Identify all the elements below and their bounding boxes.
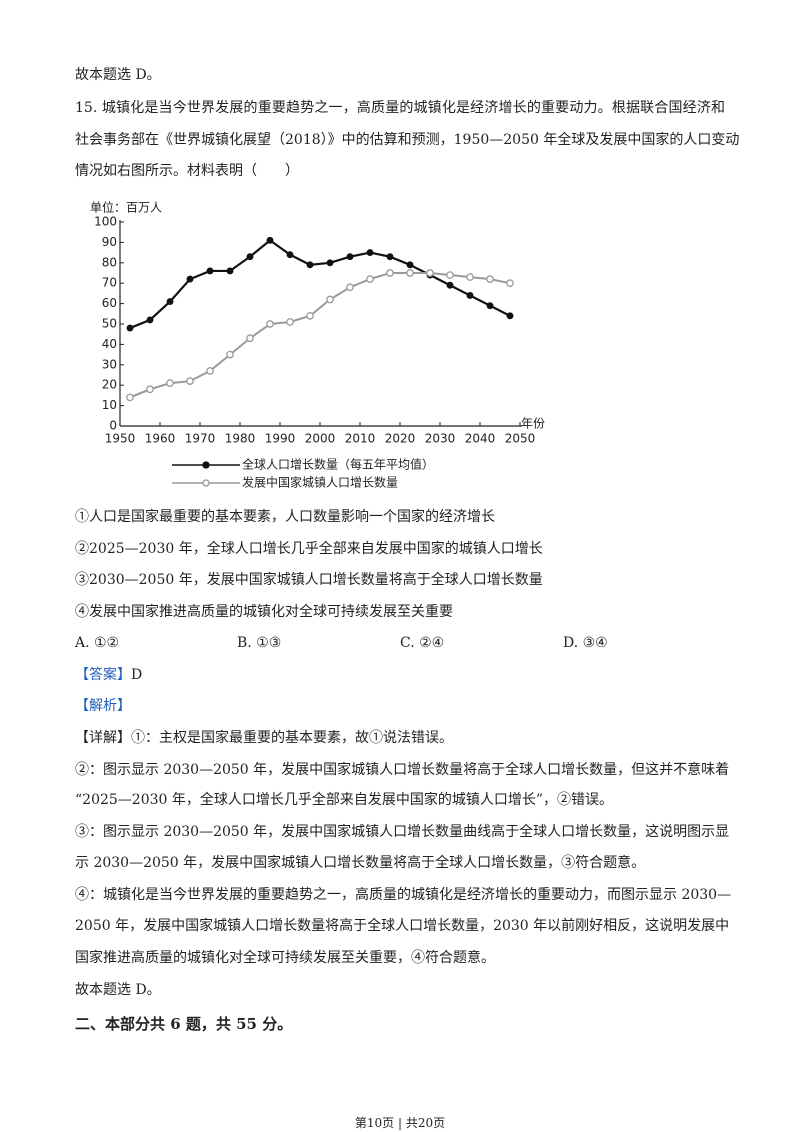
x-tick-label: 2010	[345, 432, 376, 446]
data-point	[266, 320, 274, 328]
y-tick-label: 60	[102, 296, 117, 310]
data-point	[146, 316, 154, 324]
detail-line: ③：图示显示 2030—2050 年，发展中国家城镇人口增长数量曲线高于全球人口…	[75, 824, 730, 840]
section-heading: 二、本部分共 6 题，共 55 分。	[75, 1015, 293, 1033]
data-point	[286, 318, 294, 326]
x-tick-label: 1970	[185, 432, 216, 446]
detail-line: 【详解】①：主权是国家最重要的基本要素，故①说法错误。	[75, 730, 453, 746]
data-point	[326, 295, 334, 304]
series-line	[129, 238, 511, 330]
legend-label: 全球人口增长数量（每五年平均值）	[242, 457, 434, 472]
answer-row: 【答案】D	[75, 666, 142, 684]
statement: ②2025—2030 年，全球人口增长几乎全部来自发展中国家的城镇人口增长	[75, 541, 543, 557]
x-tick-label: 1960	[145, 432, 176, 446]
choice: D. ③④	[563, 635, 608, 651]
choice: A. ①②	[75, 635, 120, 651]
y-tick-label: 20	[102, 378, 117, 392]
y-tick-label: 90	[102, 235, 117, 249]
y-tick-label: 40	[102, 337, 117, 351]
data-point	[346, 253, 354, 261]
detail-line: ②：图示显示 2030—2050 年，发展中国家城镇人口增长数量将高于全球人口增…	[75, 762, 730, 778]
data-point	[326, 259, 334, 267]
data-point	[246, 253, 254, 261]
detail-line: ④：城镇化是当今世界发展的重要趋势之一，高质量的城镇化是经济增长的重要动力，而图…	[75, 887, 732, 903]
data-point	[446, 281, 454, 289]
x-tick-label: 2050	[505, 432, 536, 446]
x-tick-label: 2000	[305, 432, 336, 446]
y-tick-label: 10	[102, 398, 117, 412]
statement: ①人口是国家最重要的基本要素，人口数量影响一个国家的经济增长	[75, 509, 495, 525]
answer: D	[131, 667, 143, 683]
data-point	[446, 271, 454, 279]
data-point	[146, 385, 154, 394]
data-point	[166, 379, 174, 388]
data-point	[486, 302, 494, 310]
question-line: 情况如右图所示。材料表明（ ）	[75, 163, 299, 179]
question-line: 社会事务部在《世界城镇化展望（2018）》中的估算和预测，1950—2050 年…	[75, 132, 740, 148]
data-point	[506, 312, 514, 320]
data-point	[206, 367, 214, 375]
y-tick-label: 70	[102, 276, 117, 290]
answer-label: 【答案】	[75, 667, 131, 683]
detail-line: “2025—2030 年，全球人口增长几乎全部来自发展中国家的城镇人口增长”，②…	[75, 792, 614, 808]
y-tick-label: 100	[94, 215, 117, 229]
text-line: 故本题选 D。	[75, 67, 161, 83]
statement: ④发展中国家推进高质量的城镇化对全球可持续发展至关重要	[75, 604, 453, 620]
legend-marker	[202, 479, 210, 487]
data-point	[486, 275, 494, 283]
x-tick-label: 2020	[385, 432, 416, 446]
detail-line: 示 2030—2050 年，发展中国家城镇人口增长数量将高于全球人口增长数量，③…	[75, 855, 646, 871]
data-point	[506, 279, 514, 288]
data-point	[306, 261, 314, 269]
data-point	[366, 275, 374, 283]
detail-line: 国家推进高质量的城镇化对全球可持续发展至关重要，④符合题意。	[75, 950, 495, 966]
y-tick-label: 30	[102, 357, 117, 371]
analysis-label: 【解析】	[75, 698, 131, 714]
data-point	[226, 350, 234, 359]
data-point	[126, 324, 134, 332]
footer: 第10页 | 共20页	[354, 1116, 446, 1130]
data-point	[126, 393, 134, 402]
x-tick-label: 1950	[105, 432, 136, 446]
detail-line: 2050 年，发展中国家城镇人口增长数量将高于全球人口增长数量，2030 年以前…	[75, 918, 730, 934]
choice: B. ①③	[237, 635, 282, 651]
data-point	[406, 269, 414, 277]
data-point	[166, 298, 174, 306]
y-tick-label: 50	[102, 317, 117, 331]
legend-marker	[202, 461, 210, 469]
data-point	[406, 261, 414, 269]
data-point	[286, 251, 294, 259]
data-point	[186, 377, 194, 385]
y-axis-label: 单位：百万人	[90, 200, 162, 215]
legend-label: 发展中国家城镇人口增长数量	[242, 475, 398, 490]
data-point	[466, 273, 474, 281]
question-line: 15. 城镇化是当今世界发展的重要趋势之一，高质量的城镇化是经济增长的重要动力。…	[75, 100, 725, 116]
conclusion: 故本题选 D。	[75, 982, 161, 998]
data-point	[306, 311, 314, 320]
x-tick-label: 1980	[225, 432, 256, 446]
x-tick-label: 2040	[465, 432, 496, 446]
y-tick-label: 0	[109, 419, 117, 433]
x-tick-label: 2030	[425, 432, 456, 446]
data-point	[226, 267, 234, 275]
data-point	[266, 236, 274, 244]
statement: ③2030—2050 年，发展中国家城镇人口增长数量将高于全球人口增长数量	[75, 572, 543, 588]
data-point	[466, 291, 474, 299]
data-point	[366, 249, 374, 257]
data-point	[206, 267, 214, 275]
data-point	[386, 253, 394, 261]
data-point	[246, 334, 254, 343]
x-axis-label: 年份	[521, 417, 545, 431]
data-point	[186, 275, 194, 283]
x-tick-label: 1990	[265, 432, 296, 446]
data-point	[386, 269, 394, 277]
choice: C. ②④	[400, 635, 445, 651]
data-point	[346, 283, 354, 292]
y-tick-label: 80	[102, 255, 117, 269]
data-point	[426, 269, 434, 277]
